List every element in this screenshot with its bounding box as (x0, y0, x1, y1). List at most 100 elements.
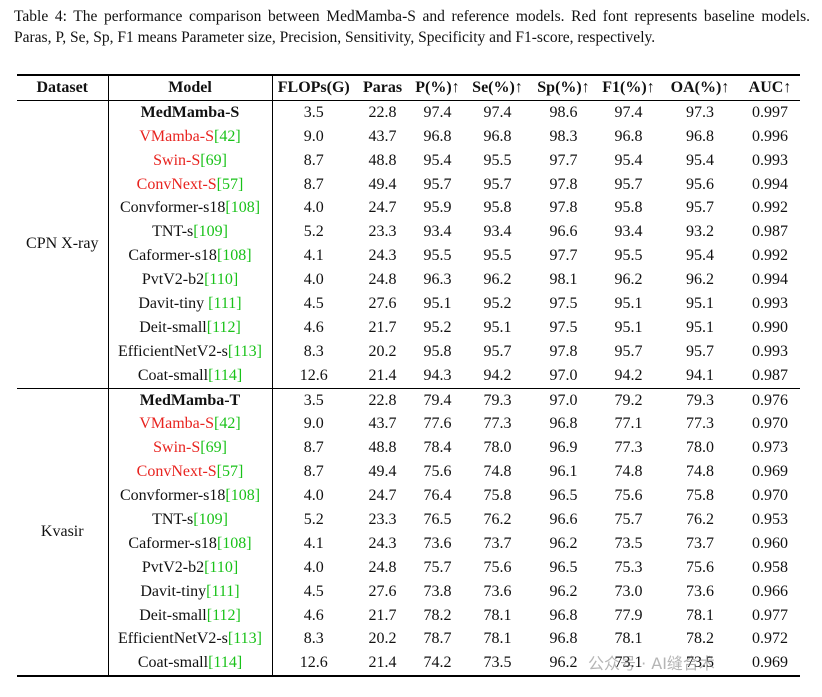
value-cell: 96.2 (549, 654, 578, 672)
value-cell: 3.5 (303, 391, 324, 409)
value-cell: 73.5 (686, 654, 714, 672)
model-name: Swin-S (153, 151, 201, 169)
value-cell: 24.7 (368, 199, 397, 217)
citation: [69] (200, 439, 227, 457)
table-row: EfficientNetV2-s[113] 8.3 20.2 95.8 95.7 97.8… (17, 339, 800, 364)
table-header: Dataset Model FLOPs(G) Paras P(%)↑ Se(%)↑ Sp(%… (17, 75, 800, 101)
column-header: Se(%)↑ (472, 78, 523, 96)
value-cell: 96.8 (423, 127, 452, 145)
value-cell: 0.997 (752, 103, 788, 121)
value-cell: 0.993 (752, 151, 788, 169)
value-cell: 43.7 (368, 127, 397, 145)
column-header: AUC↑ (748, 78, 792, 96)
table-row: Convformer-s18[108] 4.0 24.7 76.4 75.8 96.5 75… (17, 484, 800, 509)
value-cell: 93.2 (686, 223, 714, 241)
model-name: PvtV2-b2 (141, 271, 205, 289)
value-cell: 95.7 (483, 175, 512, 193)
value-cell: 97.4 (483, 103, 512, 121)
value-cell: 0.976 (752, 391, 788, 409)
model-name: Caformer-s18 (128, 247, 217, 265)
value-cell: 97.3 (686, 103, 714, 121)
value-cell: 0.970 (752, 487, 788, 505)
value-cell: 4.0 (303, 558, 324, 576)
table-row: Coat-small[114] 12.6 21.4 94.3 94.2 97.0 94.2 9… (17, 363, 800, 389)
model-cell: EfficientNetV2-s[113] (108, 627, 273, 652)
value-cell: 96.2 (483, 271, 512, 289)
dataset-cell: Kvasir (17, 388, 109, 677)
value-cell: 75.7 (423, 558, 452, 576)
value-cell: 73.1 (614, 654, 643, 672)
value-cell: 21.4 (368, 654, 397, 672)
value-cell: 75.8 (483, 487, 512, 505)
value-cell: 77.3 (483, 415, 512, 433)
model-name: Coat-small (137, 366, 209, 384)
model-cell: ConvNext-S[57] (108, 172, 273, 197)
value-cell: 75.8 (686, 487, 714, 505)
value-cell: 78.2 (423, 606, 452, 624)
citation: [113] (227, 630, 262, 648)
value-cell: 73.8 (423, 582, 452, 600)
value-cell: 95.2 (483, 294, 512, 312)
value-cell: 97.7 (549, 247, 578, 265)
table-row: Swin-S[69] 8.7 48.8 95.4 95.5 97.7 95.4 95.4 0.9… (17, 148, 800, 173)
value-cell: 95.7 (686, 199, 714, 217)
table-row: PvtV2-b2[110] 4.0 24.8 75.7 75.6 96.5 75.3 75.6… (17, 555, 800, 580)
value-cell: 73.6 (423, 534, 452, 552)
model-name: TNT-s (152, 223, 194, 241)
model-cell: Caformer-s18[108] (108, 244, 273, 269)
value-cell: 0.970 (752, 415, 788, 433)
value-cell: 98.1 (549, 271, 578, 289)
value-cell: 8.3 (303, 342, 324, 360)
citation: [111] (208, 294, 242, 312)
model-name: ConvNext-S (136, 463, 217, 481)
value-cell: 77.3 (614, 439, 643, 457)
value-cell: 95.7 (483, 342, 512, 360)
value-cell: 79.2 (614, 391, 643, 409)
value-cell: 0.993 (752, 342, 788, 360)
model-name: Davit-tiny (140, 582, 207, 600)
model-name: Deit-small (139, 606, 207, 624)
value-cell: 79.3 (686, 391, 714, 409)
dataset-group: Kvasir MedMamba-T 3.5 22.8 79.4 79.3 97.0 79.2 7… (17, 388, 800, 677)
value-cell: 97.5 (549, 294, 578, 312)
value-cell: 93.4 (423, 223, 452, 241)
value-cell: 96.9 (549, 439, 578, 457)
value-cell: 0.977 (752, 606, 788, 624)
value-cell: 95.1 (686, 318, 714, 336)
results-table: Dataset Model FLOPs(G) Paras P(%)↑ Se(%)↑ Sp(%… (17, 74, 800, 677)
value-cell: 21.7 (368, 606, 397, 624)
value-cell: 4.0 (303, 199, 324, 217)
citation: [112] (206, 318, 241, 336)
value-cell: 5.2 (303, 510, 324, 528)
table-row: Deit-small[112] 4.6 21.7 78.2 78.1 96.8 77.9 78… (17, 603, 800, 628)
value-cell: 95.8 (614, 199, 643, 217)
watermark: 公众号 · AI缝合术 (588, 654, 715, 673)
value-cell: 4.6 (303, 606, 324, 624)
value-cell: 73.5 (614, 534, 643, 552)
value-cell: 97.5 (549, 318, 578, 336)
value-cell: 79.4 (423, 391, 452, 409)
value-cell: 78.1 (483, 630, 512, 648)
value-cell: 94.2 (614, 366, 643, 384)
table-row: Caformer-s18[108] 4.1 24.3 73.6 73.7 96.2 73.5… (17, 531, 800, 556)
table-row: ConvNext-S[57] 8.7 49.4 95.7 95.7 97.8 95.7 95.… (17, 172, 800, 197)
value-cell: 97.4 (423, 103, 452, 121)
model-cell: Coat-small[114] (108, 651, 273, 677)
value-cell: 93.4 (614, 223, 643, 241)
value-cell: 96.3 (423, 271, 452, 289)
model-cell: Deit-small[112] (108, 315, 273, 340)
table-row: Convformer-s18[108] 4.0 24.7 95.9 95.8 97.8 95… (17, 196, 800, 221)
value-cell: 95.7 (423, 175, 452, 193)
citation: [42] (214, 415, 241, 433)
value-cell: 95.4 (686, 151, 714, 169)
value-cell: 75.6 (614, 487, 643, 505)
value-cell: 27.6 (368, 294, 397, 312)
model-cell: Swin-S[69] (108, 148, 273, 173)
value-cell: 74.8 (686, 463, 714, 481)
caption: Table 4: The performance comparison betw… (14, 8, 810, 46)
value-cell: 95.5 (423, 247, 452, 265)
value-cell: 0.987 (752, 366, 788, 384)
citation: [114] (208, 654, 243, 672)
model-cell: Coat-small[114] (108, 363, 273, 389)
value-cell: 94.2 (483, 366, 512, 384)
